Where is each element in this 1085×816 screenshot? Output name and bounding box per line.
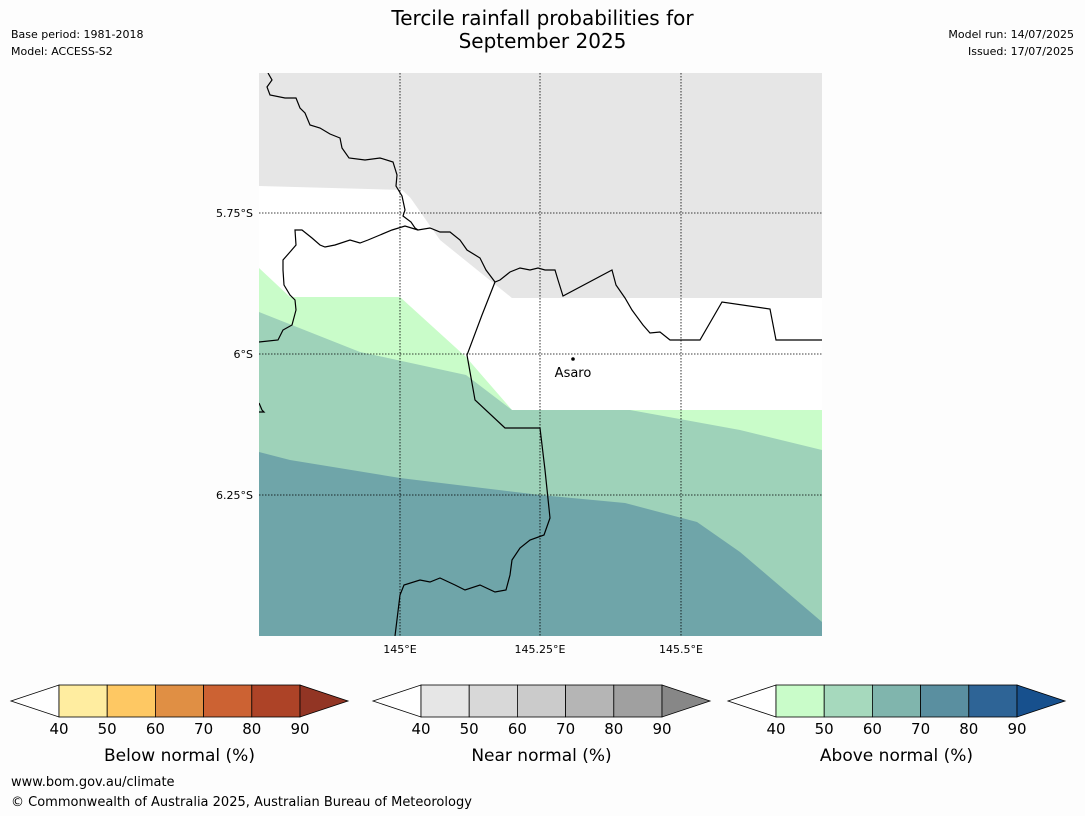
near-normal-segment-70 (565, 684, 615, 718)
above-normal-tick-40: 40 (766, 720, 785, 738)
near-normal-segment-80 (613, 684, 663, 718)
model-run-text: Model run: 14/07/2025 (948, 28, 1074, 41)
near-normal-tick-80: 80 (604, 720, 623, 738)
footer-copyright: © Commonwealth of Australia 2025, Austra… (11, 795, 472, 810)
below-normal-segment-60 (154, 684, 204, 718)
above-normal-tick-50: 50 (815, 720, 834, 738)
above-normal-segment-50 (823, 684, 873, 718)
lon-label-145: 145°E (383, 643, 416, 656)
title-line-1: Tercile rainfall probabilities for (391, 6, 694, 30)
near-normal-below-40-triangle (371, 684, 422, 718)
near-normal-above-90-triangle (661, 684, 712, 718)
place-label-asaro: Asaro (555, 366, 592, 381)
lon-label-1455: 145.5°E (659, 643, 703, 656)
asaro-marker (571, 357, 575, 361)
border-west-stub (259, 402, 266, 413)
near-normal-tick-60: 60 (508, 720, 527, 738)
lon-label-14525: 145.25°E (515, 643, 566, 656)
below-normal-label: Below normal (%) (104, 746, 255, 766)
below-normal-tick-80: 80 (242, 720, 261, 738)
model-text: Model: ACCESS-S2 (11, 45, 113, 58)
map-title: Tercile rainfall probabilities for Septe… (0, 7, 1085, 53)
colorbar-below-normal: 40 50 60 70 80 90 Below normal (%) (9, 684, 350, 766)
border-north (266, 73, 822, 341)
footer-url: www.bom.gov.au/climate (11, 775, 175, 790)
colorbar-above-normal: 40 50 60 70 80 90 Above normal (%) (726, 684, 1067, 766)
near-normal-tick-70: 70 (556, 720, 575, 738)
near-normal-tick-40: 40 (411, 720, 430, 738)
meta-left: Base period: 1981-2018 Model: ACCESS-S2 (11, 26, 143, 60)
below-normal-segment-40 (58, 684, 108, 718)
near-normal-segment-60 (517, 684, 567, 718)
near-normal-segment-40 (420, 684, 470, 718)
above-normal-tick-60: 60 (863, 720, 882, 738)
base-period-text: Base period: 1981-2018 (11, 28, 144, 41)
above-normal-segment-60 (872, 684, 922, 718)
lat-label-625: 6.25°S (216, 489, 253, 502)
below-normal-above-90-triangle (299, 684, 350, 718)
near-normal-segment-50 (468, 684, 518, 718)
below-normal-tick-70: 70 (194, 720, 213, 738)
below-normal-tick-60: 60 (146, 720, 165, 738)
issued-text: Issued: 17/07/2025 (967, 45, 1074, 58)
province-borders (259, 73, 822, 636)
meta-right: Model run: 14/07/2025 Issued: 17/07/2025 (948, 26, 1074, 60)
lat-label-6: 6°S (234, 348, 253, 361)
below-normal-segment-70 (203, 684, 253, 718)
border-west (259, 225, 419, 343)
below-normal-tick-50: 50 (98, 720, 117, 738)
above-normal-tick-90: 90 (1007, 720, 1026, 738)
below-normal-tick-40: 40 (49, 720, 68, 738)
border-center (394, 281, 551, 636)
above-normal-segment-70 (920, 684, 970, 718)
below-normal-segment-80 (251, 684, 301, 718)
above-normal-segment-40 (775, 684, 825, 718)
above-normal-label: Above normal (%) (820, 746, 973, 766)
above-normal-tick-80: 80 (959, 720, 978, 738)
below-normal-below-40-triangle (9, 684, 60, 718)
title-line-2: September 2025 (458, 29, 627, 53)
below-normal-tick-90: 90 (290, 720, 309, 738)
colorbars: 40 50 60 70 80 90 Below normal (%) 40 50 60 70 80 9… (9, 684, 1067, 766)
colorbar-near-normal: 40 50 60 70 80 90 Near normal (%) (371, 684, 712, 766)
near-normal-label: Near normal (%) (471, 746, 611, 766)
lat-label-575: 5.75°S (216, 207, 253, 220)
above-normal-tick-70: 70 (911, 720, 930, 738)
above-normal-below-40-triangle (726, 684, 777, 718)
near-normal-tick-50: 50 (460, 720, 479, 738)
probability-map: Asaro 5.75°S 6°S 6.25°S 145°E 145.25°E 1… (216, 73, 822, 656)
above-normal-segment-80 (968, 684, 1018, 718)
graticule (259, 73, 822, 636)
near-normal-tick-90: 90 (652, 720, 671, 738)
above-normal-above-90-triangle (1016, 684, 1067, 718)
below-normal-segment-50 (106, 684, 156, 718)
